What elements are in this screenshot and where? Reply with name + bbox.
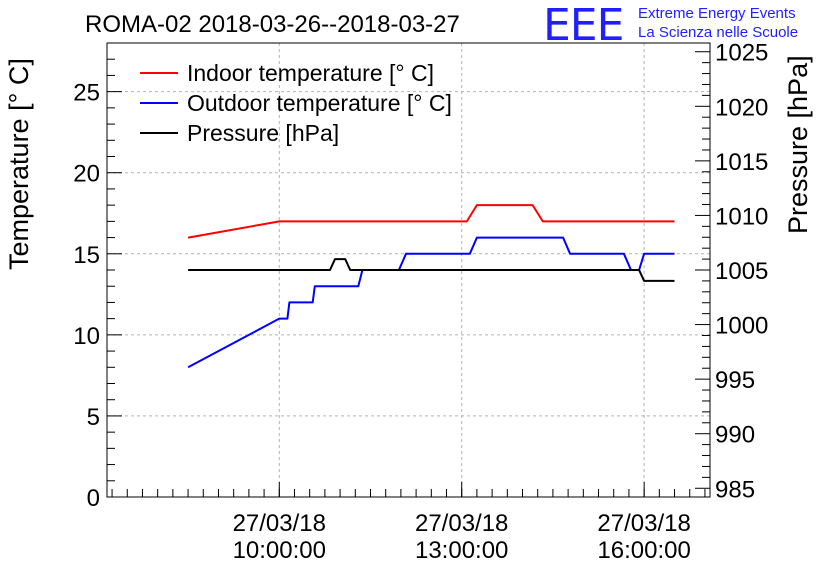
y2-tick-label: 1020 [715,94,768,121]
legend: Indoor temperature [° C] Outdoor tempera… [140,60,452,146]
eee-logo: EEE [543,0,624,51]
y-tick-label: 0 [87,485,100,512]
y-axis-label: Temperature [° C] [4,58,34,270]
y2-tick-label: 1000 [715,313,768,340]
axes: 0510152025985990995100010051010101510201… [73,40,768,564]
x-tick-date: 27/03/18 [597,510,690,537]
y-tick-label: 10 [73,323,100,350]
legend-label-pressure: Pressure [hPa] [187,120,339,146]
logo-line-1: Extreme Energy Events [638,5,796,22]
legend-label-indoor: Indoor temperature [° C] [187,60,434,86]
y2-axis-label: Pressure [hPa] [783,55,813,234]
x-tick-time: 16:00:00 [597,537,690,564]
y2-tick-label: 1015 [715,149,768,176]
y2-tick-label: 1005 [715,258,768,285]
y2-tick-label: 985 [715,476,755,503]
series-line-1 [187,236,675,369]
y2-tick-label: 995 [715,367,755,394]
data-series [187,204,675,369]
x-tick-date: 27/03/18 [233,510,326,537]
chart-title: ROMA-02 2018-03-26--2018-03-27 [85,11,460,38]
x-tick-time: 13:00:00 [415,537,508,564]
series-line-2 [188,258,675,282]
x-tick-time: 10:00:00 [233,537,326,564]
legend-label-outdoor: Outdoor temperature [° C] [187,90,452,116]
y2-tick-label: 1010 [715,203,768,230]
logo-line-2: La Scienza nelle Scuole [638,24,799,41]
y-tick-label: 20 [73,161,100,188]
series-line-0 [187,204,675,239]
x-tick-date: 27/03/18 [415,510,508,537]
y-tick-label: 15 [73,242,100,269]
y-tick-label: 25 [73,80,100,107]
y-tick-label: 5 [87,404,100,431]
y2-tick-label: 1025 [715,40,768,67]
y2-tick-label: 990 [715,422,755,449]
